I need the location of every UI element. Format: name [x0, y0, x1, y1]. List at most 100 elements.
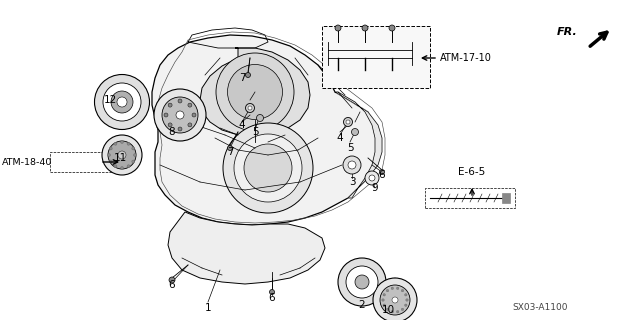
Ellipse shape — [392, 297, 398, 303]
Ellipse shape — [383, 304, 385, 307]
Text: 2: 2 — [359, 300, 365, 310]
Ellipse shape — [108, 154, 110, 156]
Bar — [502, 193, 510, 203]
Text: ATM-18-40: ATM-18-40 — [2, 157, 52, 166]
Ellipse shape — [348, 161, 356, 169]
Ellipse shape — [168, 123, 172, 127]
Ellipse shape — [373, 278, 417, 320]
Text: SX03-A1100: SX03-A1100 — [512, 303, 568, 313]
Ellipse shape — [382, 299, 384, 301]
Ellipse shape — [178, 127, 182, 131]
Ellipse shape — [118, 151, 126, 159]
Ellipse shape — [164, 113, 168, 117]
Ellipse shape — [343, 117, 352, 126]
Ellipse shape — [362, 25, 368, 31]
Ellipse shape — [132, 147, 135, 150]
Ellipse shape — [352, 129, 359, 135]
Ellipse shape — [404, 293, 407, 296]
Text: 8: 8 — [169, 127, 175, 137]
Text: 7: 7 — [239, 73, 245, 83]
Text: 12: 12 — [103, 95, 117, 105]
Ellipse shape — [216, 53, 294, 131]
Ellipse shape — [346, 120, 350, 124]
Ellipse shape — [404, 304, 407, 307]
Ellipse shape — [227, 146, 233, 150]
Text: 6: 6 — [169, 280, 175, 290]
Text: FR.: FR. — [557, 27, 578, 37]
Polygon shape — [200, 48, 310, 136]
Ellipse shape — [188, 103, 192, 107]
Ellipse shape — [386, 308, 389, 311]
Ellipse shape — [169, 277, 175, 283]
Ellipse shape — [234, 134, 302, 202]
Ellipse shape — [396, 310, 399, 313]
Text: 1: 1 — [204, 303, 211, 313]
Ellipse shape — [355, 275, 369, 289]
FancyBboxPatch shape — [322, 26, 430, 88]
Ellipse shape — [386, 289, 389, 292]
Ellipse shape — [396, 287, 399, 290]
Ellipse shape — [120, 140, 124, 143]
Ellipse shape — [401, 289, 404, 292]
Ellipse shape — [134, 154, 136, 156]
Ellipse shape — [192, 113, 196, 117]
Ellipse shape — [109, 160, 112, 163]
Ellipse shape — [338, 258, 386, 306]
Ellipse shape — [132, 160, 135, 163]
Ellipse shape — [188, 123, 192, 127]
Ellipse shape — [94, 75, 150, 130]
Ellipse shape — [114, 142, 117, 145]
Ellipse shape — [176, 111, 184, 119]
Polygon shape — [152, 35, 378, 225]
Ellipse shape — [103, 83, 141, 121]
Ellipse shape — [257, 115, 264, 122]
Ellipse shape — [406, 299, 408, 301]
Ellipse shape — [391, 310, 394, 313]
Ellipse shape — [383, 293, 385, 296]
Ellipse shape — [108, 141, 136, 169]
Ellipse shape — [127, 142, 130, 145]
Ellipse shape — [117, 97, 127, 107]
Ellipse shape — [346, 266, 378, 298]
Ellipse shape — [380, 170, 385, 174]
Text: 3: 3 — [348, 177, 355, 187]
Text: 11: 11 — [113, 153, 127, 163]
Ellipse shape — [248, 106, 252, 110]
Ellipse shape — [162, 97, 198, 133]
Ellipse shape — [111, 91, 133, 113]
Text: 4: 4 — [337, 133, 343, 143]
Ellipse shape — [401, 308, 404, 311]
Ellipse shape — [227, 65, 282, 119]
Ellipse shape — [369, 175, 375, 181]
Ellipse shape — [365, 171, 379, 185]
Text: 6: 6 — [378, 170, 385, 180]
Ellipse shape — [154, 89, 206, 141]
Ellipse shape — [109, 147, 112, 150]
Ellipse shape — [380, 285, 410, 315]
Ellipse shape — [245, 103, 255, 113]
Ellipse shape — [178, 99, 182, 103]
Ellipse shape — [391, 287, 394, 290]
Ellipse shape — [127, 165, 130, 168]
Text: 10: 10 — [382, 305, 394, 315]
Ellipse shape — [102, 135, 142, 175]
Text: 6: 6 — [269, 293, 275, 303]
Ellipse shape — [244, 144, 292, 192]
Ellipse shape — [343, 156, 361, 174]
Polygon shape — [335, 92, 382, 198]
Text: 5: 5 — [252, 127, 259, 137]
Text: 4: 4 — [239, 120, 245, 130]
Ellipse shape — [245, 73, 250, 77]
Text: ATM-17-10: ATM-17-10 — [440, 53, 492, 63]
Ellipse shape — [114, 165, 117, 168]
Text: 9: 9 — [371, 183, 378, 193]
Text: 7: 7 — [227, 147, 233, 157]
Polygon shape — [168, 212, 325, 284]
Text: 5: 5 — [347, 143, 354, 153]
Text: E-6-5: E-6-5 — [459, 167, 485, 177]
Ellipse shape — [120, 166, 124, 170]
Ellipse shape — [223, 123, 313, 213]
Ellipse shape — [389, 25, 395, 31]
Ellipse shape — [335, 25, 341, 31]
Ellipse shape — [269, 290, 275, 294]
